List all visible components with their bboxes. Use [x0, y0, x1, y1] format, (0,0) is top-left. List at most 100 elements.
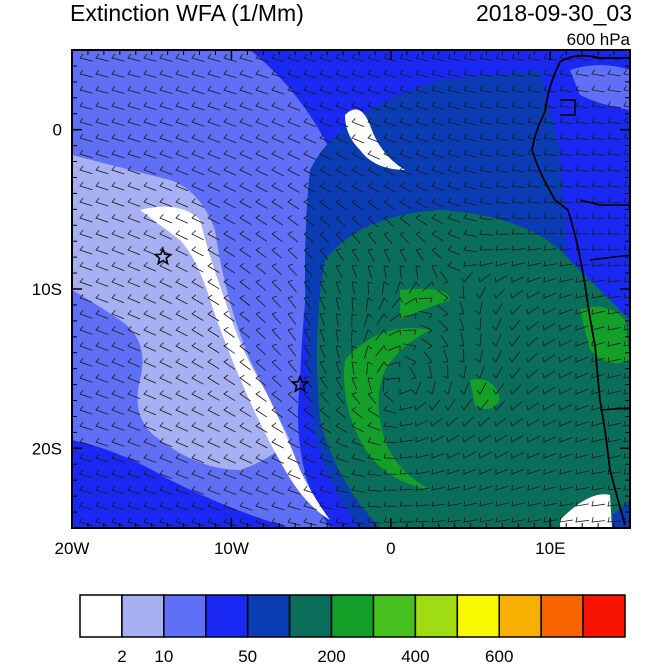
wind-barb — [79, 229, 93, 239]
wind-barb — [422, 281, 435, 292]
wind-barb — [367, 69, 381, 79]
wind-barb — [239, 295, 251, 307]
wind-barb — [607, 309, 621, 315]
wind-barb — [143, 117, 157, 127]
wind-barb — [591, 261, 605, 267]
wind-barb — [303, 360, 312, 373]
wind-barb — [511, 117, 525, 125]
wind-barb — [591, 245, 606, 251]
wind-barb — [367, 517, 381, 524]
wind-barb — [559, 53, 573, 61]
wind-barb — [111, 501, 125, 511]
wind-barb — [383, 53, 397, 62]
wind-barb — [287, 454, 300, 464]
wind-barb — [191, 214, 204, 224]
wind-barb — [303, 134, 317, 144]
wind-barb — [367, 198, 379, 210]
wind-barb — [376, 313, 388, 326]
wind-barb — [111, 421, 125, 431]
wind-barb — [431, 133, 445, 143]
wind-barb — [421, 338, 433, 350]
wind-barb — [79, 469, 93, 479]
x-tick-label: 20W — [55, 539, 90, 558]
wind-barb — [287, 231, 299, 243]
wind-barb — [191, 198, 205, 208]
wind-barb — [415, 117, 429, 127]
wind-barb — [607, 197, 622, 204]
wind-barb — [175, 294, 188, 305]
wind-barb — [431, 452, 445, 459]
wind-barb — [447, 262, 461, 272]
wind-barb — [367, 501, 381, 508]
wind-barb — [239, 182, 252, 193]
wind-barb — [511, 469, 525, 475]
wind-barb — [79, 53, 93, 62]
wind-barb — [351, 118, 365, 127]
wind-barb — [335, 469, 349, 478]
wind-barb — [447, 468, 461, 475]
wind-barb — [239, 150, 253, 160]
wind-barb — [95, 69, 109, 78]
wind-barb — [431, 265, 438, 279]
wind-barb — [527, 197, 542, 204]
wind-barb — [559, 420, 573, 427]
wind-barb — [575, 229, 590, 235]
wind-barb — [143, 278, 157, 288]
wind-barb — [575, 181, 590, 188]
wind-barb — [239, 343, 251, 355]
wind-barb — [415, 133, 429, 143]
wind-barb — [527, 213, 542, 219]
wind-barb — [287, 312, 297, 325]
wind-barb — [575, 101, 589, 109]
wind-barb — [479, 165, 493, 174]
wind-barb — [511, 181, 525, 189]
wind-barb — [143, 262, 157, 272]
wind-barb — [255, 485, 269, 495]
wind-barb — [383, 134, 397, 143]
wind-barb — [95, 149, 109, 159]
wind-barb — [207, 485, 221, 495]
wind-barb — [623, 373, 630, 379]
wind-barb — [239, 327, 251, 339]
wind-barb — [591, 420, 605, 427]
wind-barb — [223, 134, 237, 144]
wind-barb — [404, 297, 418, 305]
wind-barb — [207, 133, 221, 143]
wind-barb — [143, 101, 157, 111]
wind-barb — [447, 197, 461, 207]
wind-barb — [431, 117, 445, 126]
wind-barb — [511, 53, 525, 61]
wind-barb — [543, 85, 557, 93]
wind-barb — [623, 357, 630, 363]
wind-barb — [527, 468, 541, 475]
wind-barb — [287, 263, 298, 276]
wind-barb — [575, 517, 589, 523]
wind-barb — [143, 342, 157, 352]
wind-barb — [95, 293, 109, 303]
wind-barb — [319, 454, 333, 464]
wind-barb — [351, 392, 361, 405]
wind-barb — [159, 358, 172, 368]
wind-barb — [591, 197, 606, 204]
wind-barb — [607, 485, 621, 491]
wind-barb — [479, 149, 493, 158]
wind-barb — [623, 261, 630, 267]
wind-barb — [127, 326, 141, 336]
wind-barb — [207, 454, 221, 464]
wind-barb — [351, 313, 357, 328]
wind-barb — [207, 117, 221, 127]
wind-barb — [383, 485, 398, 491]
wind-barb — [607, 149, 621, 156]
wind-barb — [191, 85, 205, 95]
wind-barb — [463, 53, 477, 62]
wind-barb — [494, 275, 508, 283]
wind-barb — [95, 357, 109, 367]
wind-barb — [430, 417, 443, 427]
wind-barb — [335, 265, 343, 278]
wind-barb — [271, 182, 284, 193]
wind-barb — [111, 437, 125, 447]
wind-barb — [479, 484, 493, 491]
wind-barb — [431, 517, 445, 523]
wind-barb — [543, 245, 557, 251]
wind-barb — [111, 181, 125, 191]
